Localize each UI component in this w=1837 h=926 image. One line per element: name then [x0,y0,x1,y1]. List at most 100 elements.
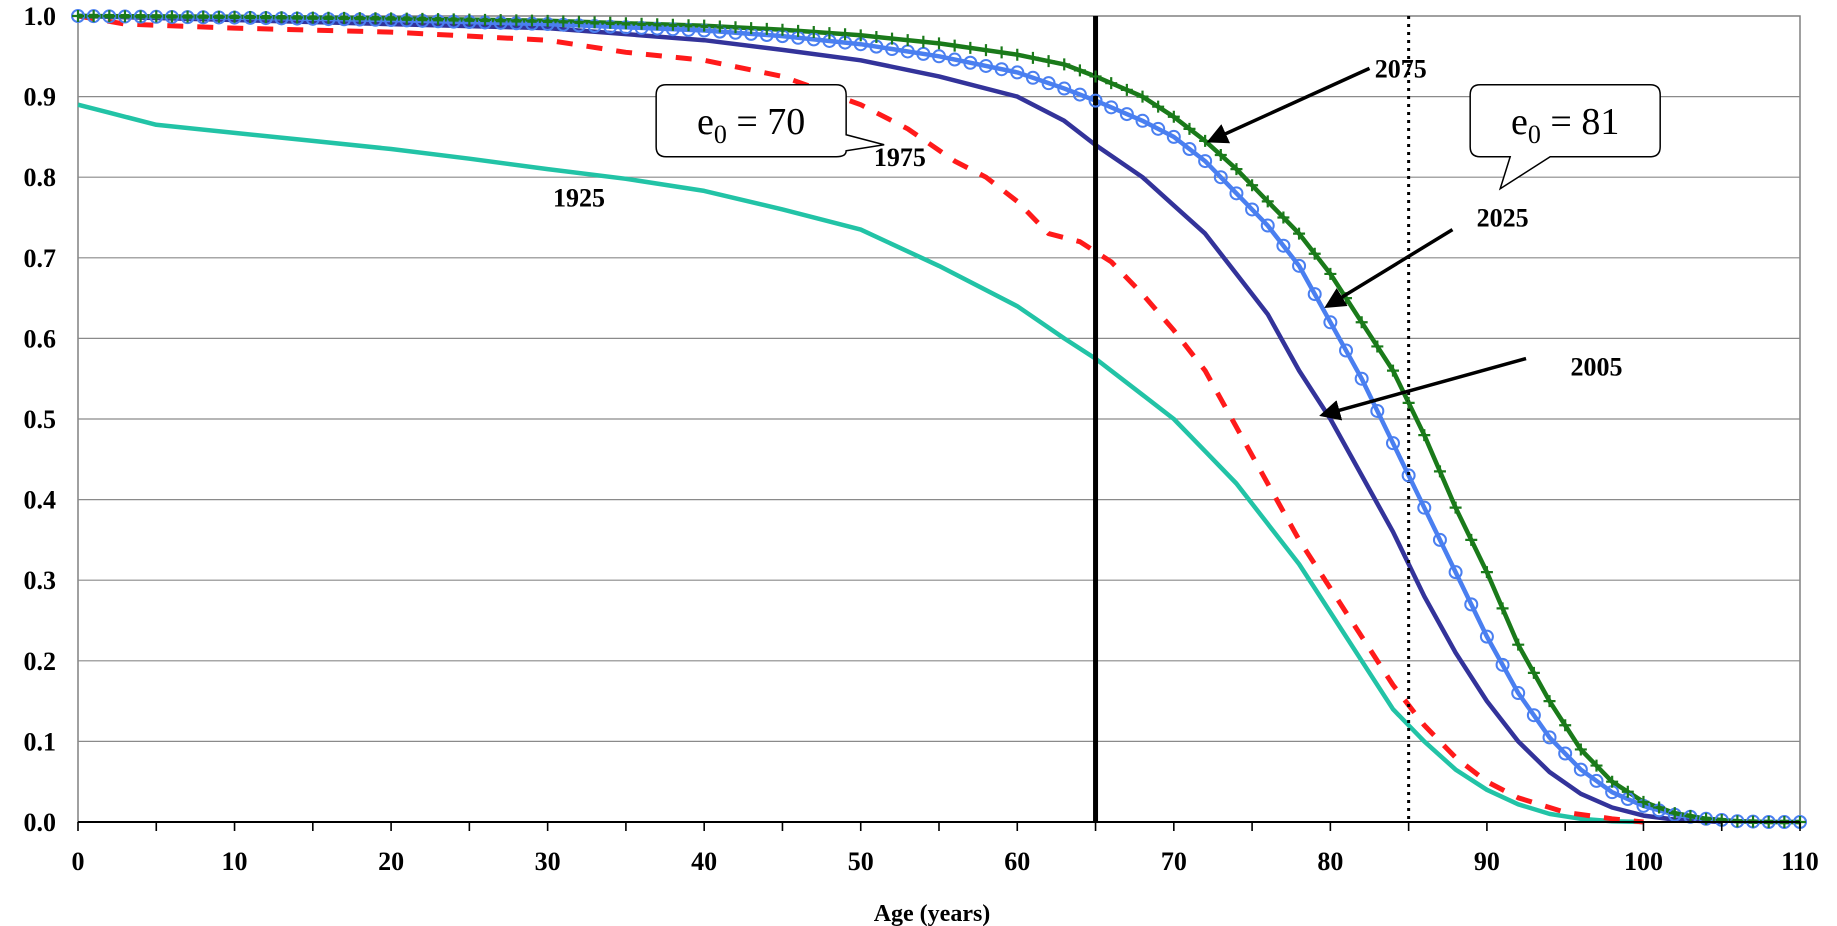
point-2025 [1057,81,1072,96]
point-2075 [760,22,773,35]
point-2075 [385,12,398,25]
point-2075 [729,21,742,34]
point-2075 [525,14,538,27]
point-2075 [1058,58,1071,71]
annotations: 1925 1975 2075 2025 2005 e0 = 70 e0 = 81 [553,54,1661,421]
point-2075 [1183,122,1196,135]
series-markers [71,9,1807,829]
point-2025 [978,58,993,73]
point-2025 [1010,65,1025,80]
point-2075 [118,10,131,23]
point-2075 [275,11,288,24]
point-2075 [259,11,272,24]
point-2075 [353,12,366,25]
point-2075 [1136,90,1149,103]
point-2075 [165,10,178,23]
x-tick-label: 80 [1317,847,1343,876]
arrow-2075 [1206,66,1371,144]
point-2075 [1574,743,1587,756]
point-2025 [1542,730,1557,745]
point-2075 [948,39,961,52]
point-2075 [1402,396,1415,409]
point-2075 [1089,70,1102,83]
point-2025 [1104,100,1119,115]
y-tick-label: 0.7 [24,244,57,273]
y-tick-label: 0.3 [24,566,57,595]
arrow-2025 [1324,228,1454,308]
point-2075 [1606,775,1619,788]
series-label-2025: 2025 [1477,204,1529,233]
point-2075 [917,35,930,48]
x-tick-label: 20 [378,847,404,876]
point-2025 [1558,746,1573,761]
x-tick-label: 60 [1004,847,1030,876]
point-2075 [604,16,617,29]
point-2075 [1277,211,1290,224]
point-2075 [1496,602,1509,615]
point-2075 [666,18,679,31]
point-2025 [1198,154,1213,169]
callout-bubble [1469,84,1661,191]
point-2075 [244,10,257,23]
point-2075 [72,10,84,22]
point-2075 [1386,364,1399,377]
point-2075 [338,11,351,24]
point-2025 [916,46,931,61]
x-tick-label: 40 [691,847,717,876]
point-2025 [1245,202,1260,217]
point-2025 [1495,657,1510,672]
point-2075 [901,34,914,47]
point-2075 [823,27,836,40]
point-2075 [1230,163,1243,176]
y-tick-label: 0.1 [24,727,57,756]
point-2025 [1213,170,1228,185]
point-2075 [447,13,460,26]
point-2025 [1229,186,1244,201]
point-2025 [1370,403,1385,418]
point-2075 [1527,666,1540,679]
x-tick-label: 0 [72,847,85,876]
point-2075 [698,19,711,32]
point-2075 [494,14,507,27]
point-2075 [995,46,1008,59]
point-2075 [1684,809,1697,822]
point-2025 [947,52,962,67]
point-2075 [1293,227,1306,240]
point-2025 [1511,686,1526,701]
point-2075 [619,17,632,30]
y-tick-label: 0.6 [24,324,57,353]
series-label-1975: 1975 [874,143,926,172]
point-2075 [416,12,429,25]
point-2075 [1324,267,1337,280]
point-2075 [1668,807,1681,820]
point-2025 [994,62,1009,77]
x-tick-label: 10 [222,847,248,876]
point-2075 [322,11,335,24]
point-2075 [557,15,570,28]
point-2025 [1385,436,1400,451]
point-2025 [1135,113,1150,128]
point-2075 [87,10,100,23]
point-2075 [369,12,382,25]
point-2025 [1526,708,1541,723]
point-2025 [1573,762,1588,777]
y-tick-label: 0.2 [24,647,57,676]
point-2025 [1292,258,1307,273]
point-2025 [963,55,978,70]
point-2075 [1653,801,1666,814]
x-tick-label: 90 [1474,847,1500,876]
series-line-2005 [77,13,1722,825]
point-2075 [228,10,241,23]
y-tick-label: 0.9 [24,83,57,112]
point-2075 [400,12,413,25]
point-2075 [1073,64,1086,77]
point-2075 [792,24,805,37]
y-tick-label: 0.8 [24,163,57,192]
point-2025 [1041,76,1056,91]
series-line-1975 [77,13,1644,825]
y-tick-label: 1.0 [24,2,57,31]
point-2075 [1449,501,1462,514]
callout-text: e0 = 81 [1511,101,1619,149]
point-2075 [807,25,820,38]
point-2075 [1637,795,1650,808]
